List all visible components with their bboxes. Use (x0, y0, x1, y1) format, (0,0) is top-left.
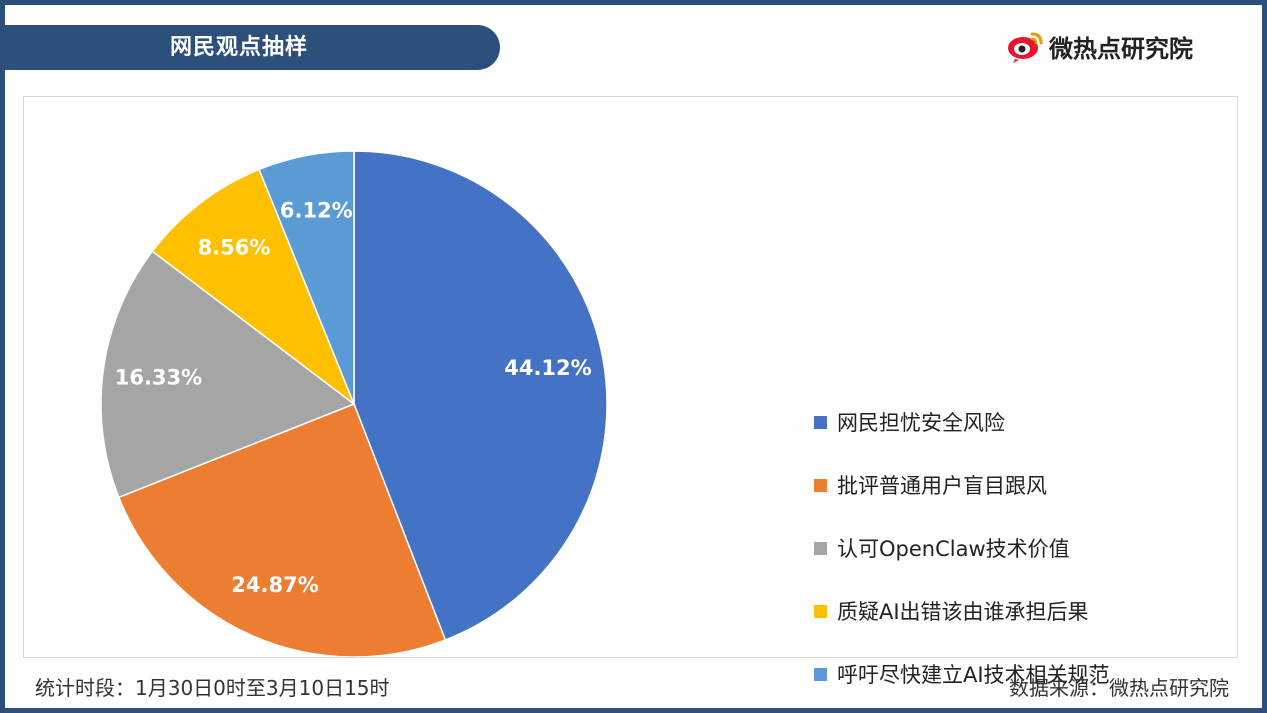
legend-swatch (814, 541, 827, 555)
pie-chart: 44.12% 24.87% 16.33% 8.56% 6.12% (100, 150, 608, 657)
logo: 微热点研究院 (1005, 26, 1193, 66)
legend-label: 呼吁尽快建立AI技术相关规范 (837, 663, 1110, 687)
legend-item: 质疑AI出错该由谁承担后果 (814, 596, 1089, 626)
pie-slice (353, 150, 608, 641)
pie-slice (151, 168, 356, 407)
legend-label: 质疑AI出错该由谁承担后果 (837, 600, 1089, 624)
slice-data-label: 24.87% (231, 573, 318, 597)
legend-swatch (814, 478, 827, 492)
legend-swatch (814, 604, 827, 618)
slice-data-label: 44.12% (504, 356, 591, 380)
chart-area: 44.12% 24.87% 16.33% 8.56% 6.12% 网民担忧安全风险批评普… (23, 96, 1238, 687)
pie-slice (258, 150, 355, 405)
legend-swatch (814, 667, 827, 681)
legend-item: 呼吁尽快建立AI技术相关规范 (814, 659, 1110, 689)
legend-item: 认可OpenClaw技术价值 (814, 533, 1070, 563)
page-title: 网民观点抽样 (170, 35, 309, 60)
title-banner: 网民观点抽样 (5, 25, 500, 70)
slice-data-label: 6.12% (280, 198, 353, 222)
slice-data-label: 8.56% (198, 235, 271, 259)
logo-text: 微热点研究院 (1049, 34, 1193, 63)
legend-label: 网民担忧安全风险 (837, 411, 1005, 435)
pie-slice (100, 250, 356, 499)
legend-item: 批评普通用户盲目跟风 (814, 470, 1047, 500)
weibo-eye-icon (1008, 32, 1043, 63)
legend-label: 批评普通用户盲目跟风 (837, 474, 1047, 498)
slice-data-label: 16.33% (115, 365, 202, 389)
legend-swatch (814, 415, 827, 429)
data-source: 数据来源：微热点研究院 (1009, 676, 1229, 700)
legend-item: 网民担忧安全风险 (814, 407, 1005, 437)
pie-slice (117, 403, 447, 657)
statistics-period: 统计时段：1月30日0时至3月10日15时 (35, 676, 390, 700)
legend-label: 认可OpenClaw技术价值 (837, 537, 1070, 561)
